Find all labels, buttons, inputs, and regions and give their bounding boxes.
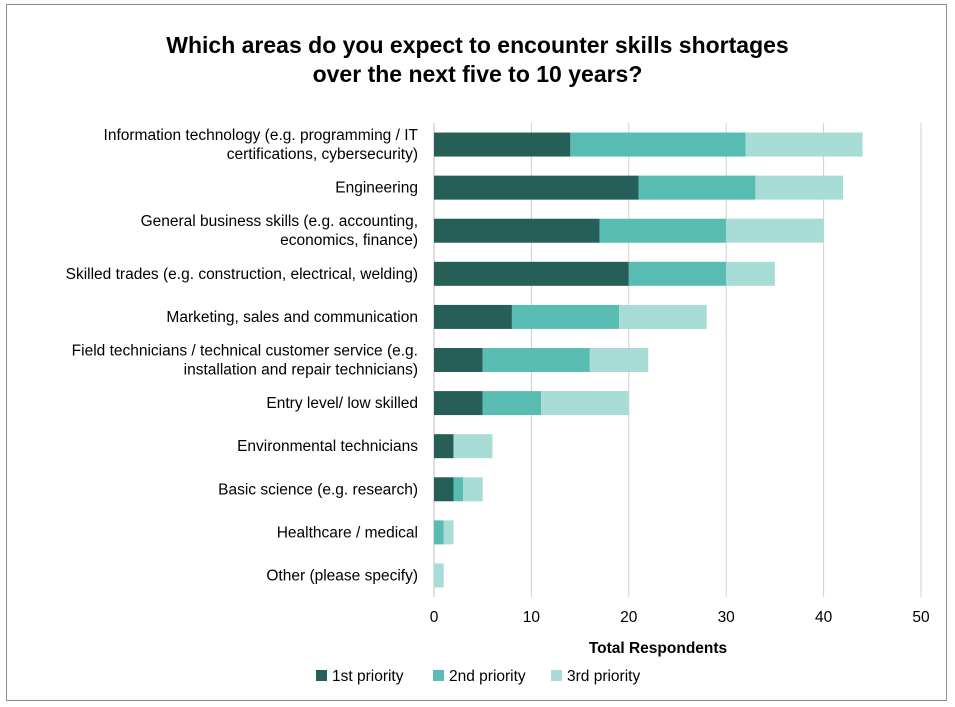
bar-segment-1 [434, 477, 454, 502]
bar-segment-2 [434, 520, 444, 545]
bar-segment-2 [482, 348, 590, 372]
category-label: Engineering [335, 180, 418, 197]
bar-segment-1 [434, 175, 639, 200]
category-label: Basic science (e.g. research) [218, 481, 418, 498]
bar-segment-1 [434, 132, 571, 157]
bar-segment-2 [570, 132, 746, 157]
legend-label-3: 3rd priority [567, 668, 640, 685]
category-label: Entry level/ low skilled [266, 395, 418, 412]
category-label: economics, finance) [280, 232, 418, 249]
category-label: Environmental technicians [237, 438, 418, 455]
category-label: Field technicians / technical customer s… [72, 343, 418, 360]
bar-segment-3 [726, 261, 775, 286]
bar-segment-3 [463, 477, 483, 502]
bar-segment-2 [482, 391, 542, 416]
bar-segment-2 [453, 477, 464, 502]
bar-segment-2 [638, 175, 756, 200]
legend: 1st priority 2nd priority 3rd priority [316, 668, 640, 685]
bar-segment-3 [755, 175, 844, 200]
category-label: installation and repair technicians) [184, 362, 418, 379]
x-tick-label: 40 [815, 609, 833, 626]
bar-segment-3 [589, 348, 649, 372]
bar-segment-2 [599, 218, 727, 243]
bar-segment-1 [434, 434, 454, 459]
chart-title: Which areas do you expect to encounter s… [7, 31, 948, 89]
bar-segment-3 [453, 434, 493, 459]
category-labels: Information technology (e.g. programming… [66, 127, 419, 584]
legend-swatch-2 [433, 670, 444, 681]
bar-segment-1 [434, 218, 600, 243]
chart-title-line-1: Which areas do you expect to encounter s… [166, 32, 789, 58]
legend-label-1: 1st priority [332, 668, 404, 685]
category-label: Information technology (e.g. programming… [104, 127, 419, 144]
x-tick-label: 30 [718, 609, 736, 626]
bar-segment-3 [726, 218, 824, 243]
bar-segment-3 [443, 520, 454, 545]
bar-segment-1 [434, 261, 629, 286]
category-label: certifications, cybersecurity) [227, 146, 418, 163]
x-tick-label: 0 [430, 609, 439, 626]
category-label: General business skills (e.g. accounting… [141, 213, 418, 230]
bar-segment-3 [541, 391, 629, 416]
bar-segment-3 [745, 132, 863, 157]
category-label: Healthcare / medical [277, 524, 418, 541]
category-label: Marketing, sales and communication [166, 309, 418, 326]
bars [434, 132, 863, 588]
bar-segment-2 [628, 261, 727, 286]
bar-segment-3 [619, 304, 707, 329]
bar-segment-1 [434, 391, 483, 416]
category-label: Skilled trades (e.g. construction, elect… [66, 266, 418, 283]
x-tick-label: 20 [620, 609, 638, 626]
bar-segment-1 [434, 304, 512, 329]
legend-label-2: 2nd priority [449, 668, 526, 685]
legend-swatch-3 [551, 670, 562, 681]
x-axis-ticks: 0 10 20 30 40 50 [430, 609, 930, 626]
x-tick-label: 10 [523, 609, 541, 626]
legend-swatch-1 [316, 670, 327, 681]
x-axis-title: Total Respondents [589, 640, 727, 657]
category-label: Other (please specify) [266, 567, 418, 584]
chart-title-line-2: over the next five to 10 years? [312, 61, 643, 87]
bar-segment-3 [434, 563, 444, 588]
bar-segment-1 [434, 348, 483, 372]
bar-segment-2 [511, 304, 620, 329]
x-tick-label: 50 [912, 609, 930, 626]
